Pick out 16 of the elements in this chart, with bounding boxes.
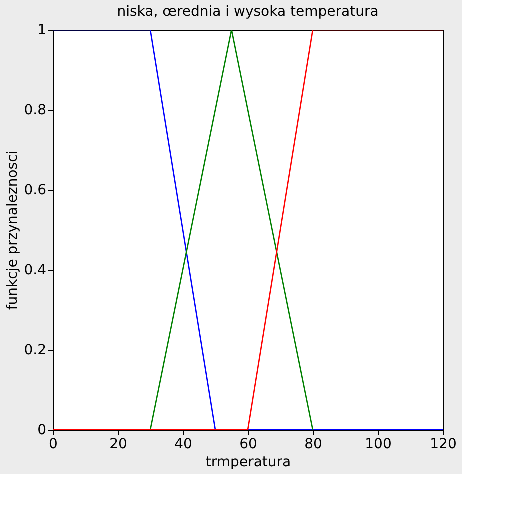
- y-tick-label: 0: [38, 422, 46, 438]
- y-tick-label: 0.2: [24, 342, 46, 358]
- y-tick-label: 0.6: [24, 182, 47, 198]
- y-tick-label: 0.8: [24, 102, 46, 118]
- chart-title: niska, œrednia i wysoka temperatura: [117, 4, 379, 20]
- x-axis-title: trmperatura: [206, 454, 292, 470]
- y-axis-title: funkcje przynaleznosci: [5, 150, 22, 310]
- x-tick-label: 60: [240, 436, 258, 452]
- x-tick-label: 0: [49, 436, 58, 452]
- y-tick-label: 1: [38, 22, 46, 38]
- x-tick-label: 120: [430, 436, 457, 452]
- x-tick-label: 20: [110, 436, 128, 452]
- x-tick-label: 40: [174, 436, 192, 452]
- y-tick-label: 0.4: [24, 262, 47, 278]
- x-tick-label: 80: [304, 436, 322, 452]
- x-tick-label: 100: [365, 436, 392, 452]
